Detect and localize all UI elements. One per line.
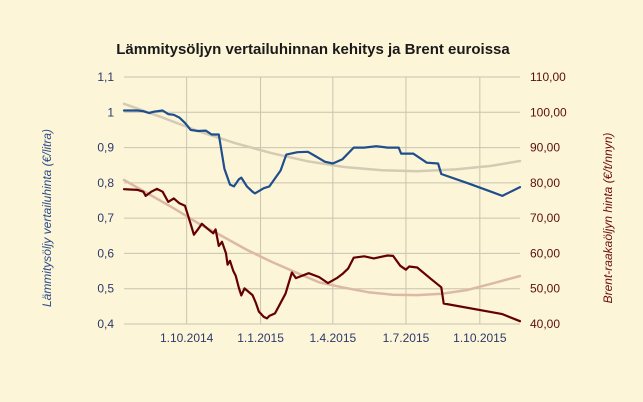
- y-left-tick-label: 0,9: [97, 141, 114, 155]
- x-tick-label: 1.4.2015: [309, 331, 356, 345]
- y-left-tick-label: 0,4: [97, 317, 114, 331]
- y-right-tick-label: 60,00: [530, 246, 560, 260]
- y-left-tick-label: 1: [107, 105, 114, 119]
- y-left-tick-label: 0,8: [97, 176, 114, 190]
- y-right-tick-label: 40,00: [530, 317, 560, 331]
- y-right-tick-label: 100,00: [530, 105, 567, 119]
- x-tick-label: 1.1.2015: [237, 331, 284, 345]
- x-tick-label: 1.10.2014: [160, 331, 214, 345]
- y-right-tick-label: 80,00: [530, 176, 560, 190]
- trendline-heating-oil: [122, 102, 522, 173]
- y-left-tick-label: 0,7: [97, 211, 114, 225]
- y-axis-right-label: Brent-raakaöljyn hinta (€/t/nnyn): [601, 133, 615, 304]
- gridlines: [124, 76, 520, 325]
- y-right-tick-label: 110,00: [530, 70, 566, 84]
- y-axis-right: 40,00 50,00 60,00 70,00 80,00 90,00 100,00 110,…: [530, 70, 567, 331]
- chart-title: Lämmitysöljyn vertailuhinnan kehitys ja …: [116, 41, 510, 58]
- y-right-tick-label: 50,00: [530, 282, 560, 296]
- y-right-tick-label: 70,00: [530, 211, 560, 225]
- y-right-tick-label: 90,00: [530, 141, 560, 155]
- x-axis: 1.10.2014 1.1.2015 1.4.2015 1.7.2015 1.10.20…: [160, 331, 507, 345]
- y-left-tick-label: 1,1: [97, 70, 114, 84]
- data-series: [122, 109, 522, 323]
- x-tick-label: 1.7.2015: [383, 331, 430, 345]
- series-line-brent: [122, 187, 522, 323]
- x-tick-label: 1.10.2015: [453, 331, 507, 345]
- y-left-tick-label: 0,5: [97, 282, 114, 296]
- series-line-heating-oil: [122, 109, 522, 197]
- y-axis-left-label: Lämmitysöljy vertailuhinta (€/litra): [40, 129, 54, 307]
- y-axis-left: 0,4 0,5 0,6 0,7 0,8 0,9 1 1,1: [97, 70, 114, 331]
- y-left-tick-label: 0,6: [97, 246, 114, 260]
